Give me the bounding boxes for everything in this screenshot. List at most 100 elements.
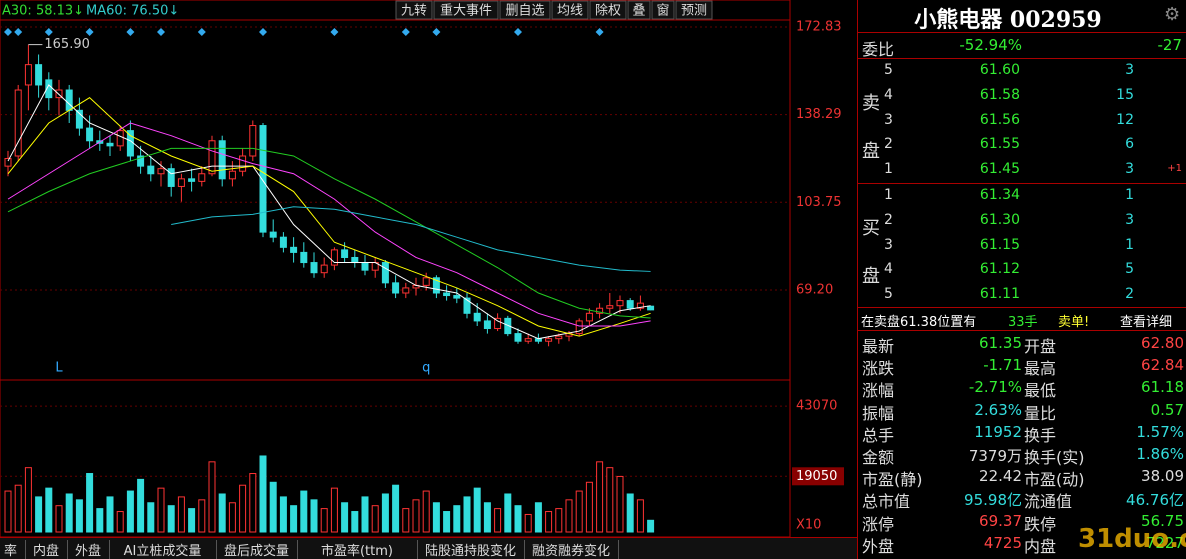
candle-body (330, 249, 338, 266)
ma-line (7, 147, 651, 319)
event-marker: q (422, 361, 430, 376)
candle-body (422, 277, 430, 286)
candle-body (65, 89, 73, 111)
level-volume: 5 (1125, 261, 1134, 278)
candle-body (575, 320, 583, 335)
volume-bar (463, 496, 471, 533)
candle-body (310, 262, 318, 274)
toolbar-button[interactable] (627, 0, 651, 20)
candle-body (524, 338, 532, 342)
tab[interactable]: 市盈率(ttm) (297, 540, 418, 559)
volume-bar (647, 519, 655, 533)
toolbar-button[interactable] (551, 0, 589, 20)
level: 3 (884, 236, 893, 253)
volume-bar (45, 487, 53, 533)
indicator-value: MA60: 76.50↓ (86, 4, 179, 19)
volume-bar (341, 502, 349, 533)
volume-bar (106, 496, 114, 533)
stat-label: 外盘 (862, 536, 895, 556)
event-diamond (432, 28, 441, 36)
tab[interactable]: 外盘 (67, 540, 110, 559)
stat-label: 换手 (1024, 425, 1057, 445)
toolbar-button-label[interactable]: 叠 (632, 4, 645, 19)
toolbar-button-label[interactable]: 预测 (681, 4, 707, 19)
candle-body (228, 170, 236, 180)
toolbar-button-label[interactable]: 删自选 (505, 4, 544, 19)
stat-label: 涨幅 (862, 381, 895, 401)
volume-bar (412, 499, 420, 533)
volume-bar (443, 511, 451, 533)
volume-bar (432, 502, 440, 533)
candle-body (279, 236, 287, 248)
level-price: 61.12 (979, 261, 1020, 278)
event-diamond (259, 28, 267, 36)
stat-label: 总市值 (862, 492, 911, 512)
level-volume: 3 (1125, 211, 1134, 228)
stat-label: 最高 (1024, 359, 1057, 379)
tab[interactable]: AI立桩成交量 (109, 540, 217, 559)
tab[interactable]: 融资融券变化 (524, 540, 619, 559)
level: 2 (884, 211, 893, 228)
level-volume: 1 (1125, 187, 1134, 203)
status-text[interactable]: 查看详细 (1120, 315, 1173, 330)
volume-bar (402, 508, 410, 533)
volume-bar (636, 499, 644, 533)
level-price: 61.34 (979, 187, 1020, 203)
candle-body (35, 64, 43, 86)
volume-bar (514, 505, 522, 533)
y-tick-label: 138.29 (796, 107, 842, 122)
stat-label: 开盘 (1024, 337, 1057, 356)
level-volume: 6 (1125, 136, 1134, 153)
volume-bar (35, 496, 43, 533)
volume-bar (279, 496, 287, 533)
volume-bar (300, 490, 308, 533)
volume-bar (606, 467, 614, 533)
volume-bar (167, 505, 175, 533)
volume-bar (218, 493, 226, 533)
settings-icon[interactable]: ⚙ (1164, 4, 1181, 25)
chart: A30: 58.13↓ MA60: 76.50↓ 九转 重大事件 删自选 均线 除权叠窗预测… (0, 0, 844, 537)
y-tick-label: 172.83 (796, 20, 842, 35)
stat-label: 跌停 (1024, 514, 1057, 534)
tab[interactable]: 盘后成交量 (216, 540, 298, 559)
stat-value: 61.35 (979, 334, 1022, 352)
candle-body (392, 282, 400, 294)
stat-label: 总手 (862, 425, 895, 445)
volume-bar (14, 484, 22, 533)
candle-body (463, 297, 471, 314)
stat-value: 38.09 (1141, 467, 1184, 486)
tab[interactable]: 率 (0, 540, 26, 559)
candle-body (504, 317, 512, 335)
toolbar-button-label[interactable]: 九转 (401, 4, 427, 19)
stat-value: 1.86% (1136, 445, 1184, 463)
volume-bar (55, 505, 63, 533)
candle-body (494, 317, 502, 330)
stat-value: 61.18 (1141, 378, 1184, 397)
stat-label: 最新 (862, 337, 895, 356)
volume-bar (494, 508, 502, 533)
tab[interactable]: 陆股通持股变化 (417, 540, 525, 559)
candle-body (616, 300, 624, 307)
volume-bar (310, 499, 318, 533)
toolbar-button-label[interactable]: 均线 (557, 4, 583, 19)
toolbar-button-label[interactable]: 窗 (656, 3, 669, 19)
high-label: 165.90 (44, 37, 90, 52)
divider (858, 58, 1186, 59)
toolbar-button[interactable] (651, 0, 675, 20)
toolbar-button-label[interactable]: 除权 (595, 3, 621, 19)
toolbar-button-label[interactable]: 重大事件 (440, 3, 492, 19)
candle-body (585, 312, 593, 322)
stat-value: 7379万 (968, 447, 1022, 465)
toolbar-button[interactable] (499, 0, 551, 20)
candle-body (555, 335, 563, 340)
stat-value: 62.80 (1141, 334, 1184, 352)
stat-label: 涨停 (862, 514, 895, 534)
toolbar-button[interactable] (395, 0, 433, 20)
toolbar-button[interactable] (589, 0, 627, 20)
tab[interactable]: 内盘 (25, 540, 68, 559)
volume-bar (371, 505, 379, 533)
volume-bar (290, 505, 298, 533)
event-diamond (330, 28, 339, 36)
toolbar-button[interactable] (433, 0, 499, 20)
toolbar-button[interactable] (675, 0, 713, 20)
